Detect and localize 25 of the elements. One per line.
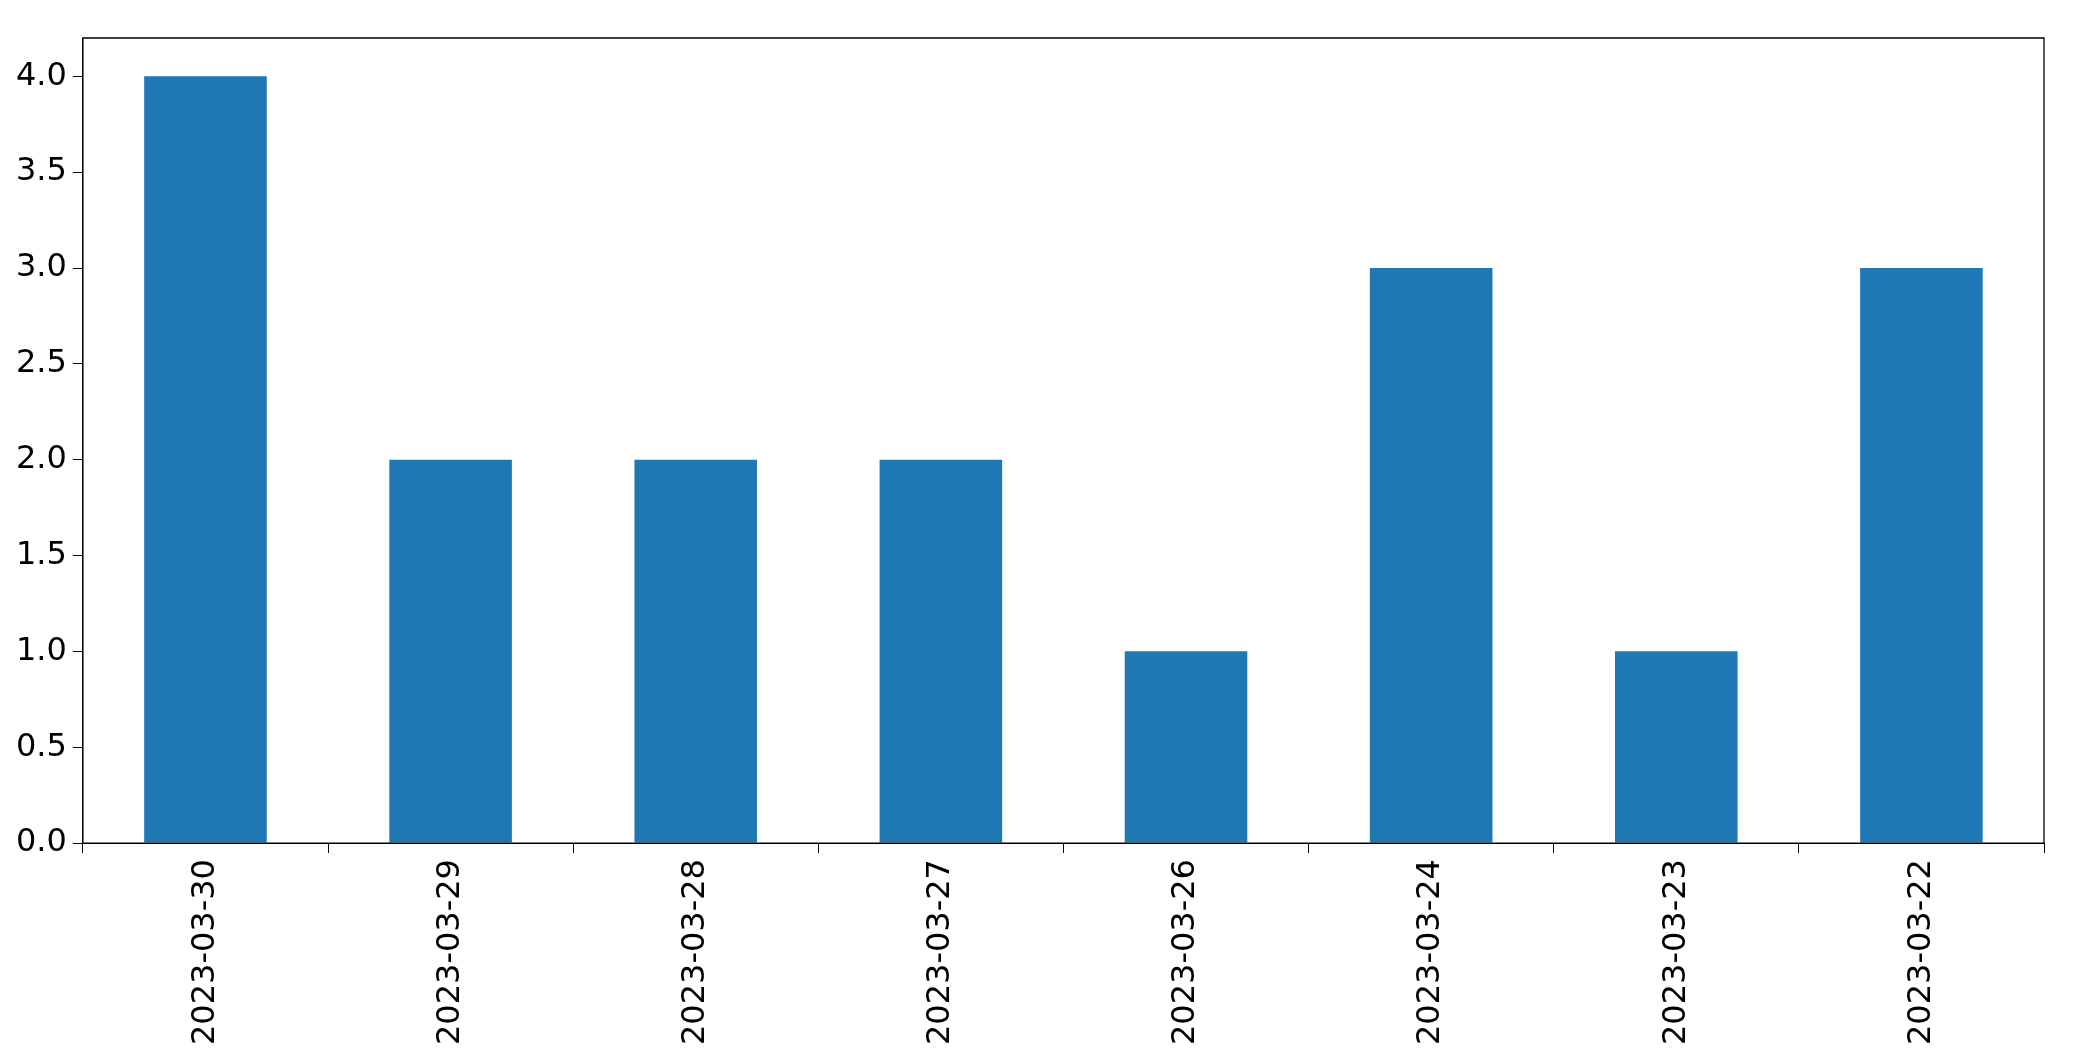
- y-tick-label: 3.0: [16, 246, 67, 285]
- y-tick-label: 0.5: [16, 725, 67, 764]
- y-tick-label: 2.5: [16, 342, 67, 381]
- y-tick-label: 4.0: [16, 54, 67, 93]
- bar: [1124, 651, 1248, 843]
- x-tick-label: 2023-03-27: [919, 859, 958, 1045]
- bar: [879, 459, 1003, 843]
- x-tick-label: 2023-03-22: [1899, 859, 1938, 1045]
- y-tick-label: 2.0: [16, 438, 67, 476]
- bar: [634, 459, 758, 843]
- x-tick-label: 2023-03-28: [674, 859, 713, 1045]
- y-tick-label: 0.0: [16, 821, 67, 860]
- bar: [1615, 651, 1738, 843]
- x-tick-label: 2023-03-26: [1164, 859, 1203, 1045]
- y-tick-label: 3.5: [16, 150, 67, 189]
- y-tick-label: 1.5: [16, 533, 67, 572]
- x-tick-label: 2023-03-24: [1409, 859, 1448, 1045]
- y-tick-label: 1.0: [16, 629, 67, 668]
- bar: [389, 459, 512, 843]
- x-tick-label: 2023-03-30: [183, 859, 222, 1045]
- x-tick-label: 2023-03-23: [1654, 859, 1693, 1045]
- bar: [144, 76, 267, 843]
- bar: [1860, 268, 1983, 843]
- bar: [1369, 268, 1493, 843]
- x-tick-label: 2023-03-29: [428, 859, 467, 1045]
